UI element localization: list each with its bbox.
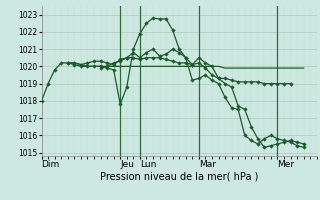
X-axis label: Pression niveau de la mer( hPa ): Pression niveau de la mer( hPa )	[100, 172, 258, 182]
